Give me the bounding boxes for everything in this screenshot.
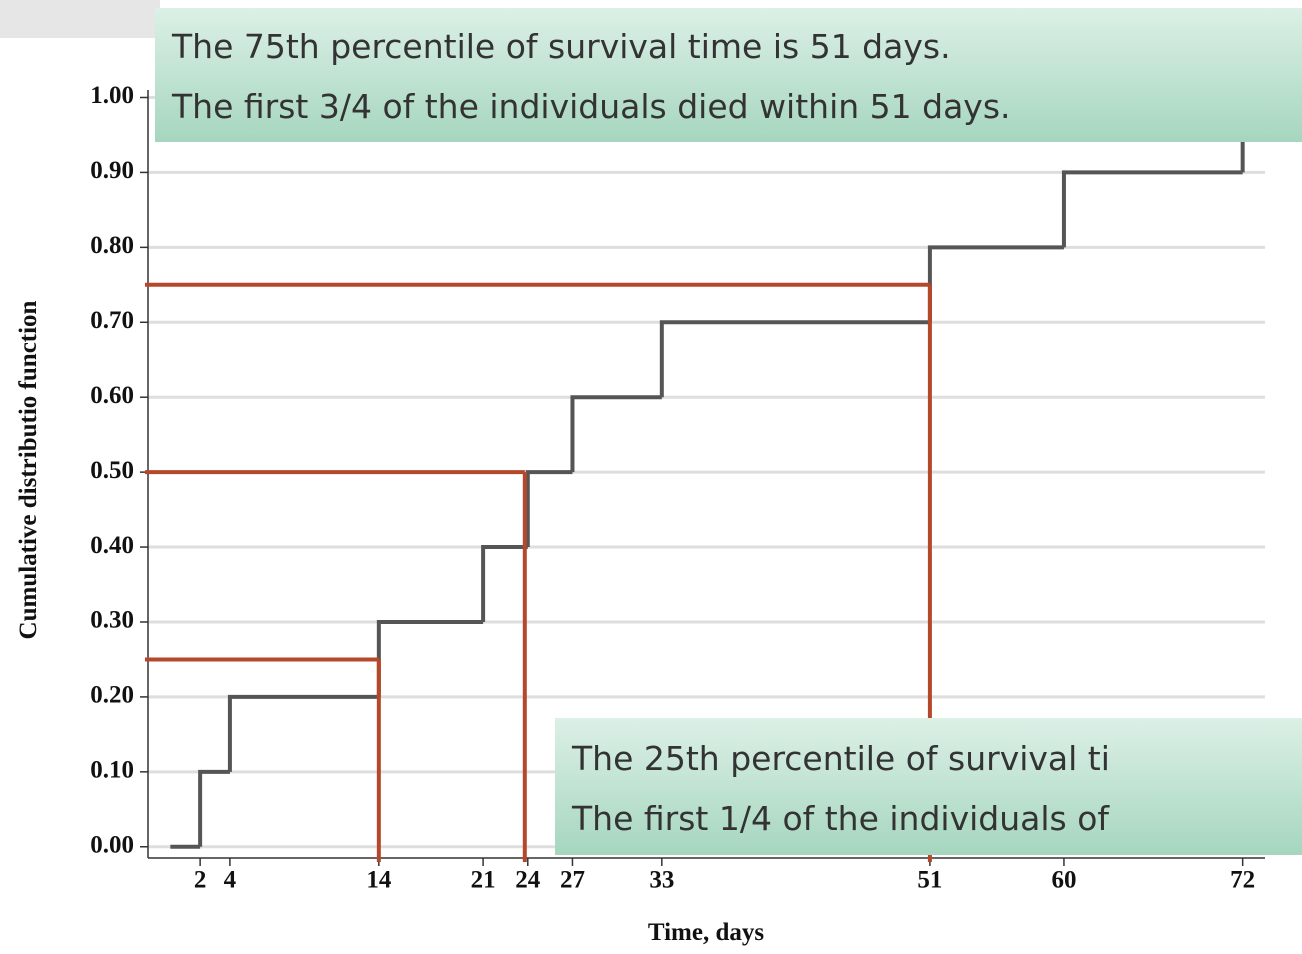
- y-tick-label: 1.00: [90, 82, 134, 109]
- x-tick-label: 51: [917, 867, 942, 894]
- y-tick-label: 0.10: [90, 757, 134, 784]
- x-tick-label: 72: [1230, 867, 1255, 894]
- y-tick-label: 0.00: [90, 831, 134, 858]
- step-segment: [525, 470, 573, 548]
- x-tick-label: 27: [560, 867, 585, 894]
- x-tick-label: 21: [471, 867, 496, 894]
- y-tick-label: 0.30: [90, 607, 134, 634]
- x-tick-label: 2: [194, 867, 207, 894]
- x-axis-title: Time, days: [648, 919, 764, 946]
- y-tick-label: 0.20: [90, 682, 134, 709]
- callout-top: The 75th percentile of survival time is …: [155, 8, 1302, 142]
- step-segment: [227, 694, 379, 772]
- step-segment: [1061, 170, 1243, 248]
- x-tick-label: 4: [224, 867, 237, 894]
- x-tick-label: 60: [1051, 867, 1076, 894]
- x-tick-label: 33: [649, 867, 674, 894]
- y-tick-label: 0.70: [90, 307, 134, 334]
- callout-text: The first 1/4 of the individuals of: [571, 799, 1110, 838]
- callout-text: The first 3/4 of the individuals died wi…: [171, 87, 1011, 126]
- y-tick-label: 0.60: [90, 382, 134, 409]
- step-segment: [570, 395, 662, 473]
- y-tick-label: 0.80: [90, 232, 134, 259]
- callout-box: [155, 8, 1302, 142]
- y-axis-title: Cumulative distributio function: [15, 300, 42, 639]
- callout-text: The 25th percentile of survival ti: [571, 739, 1110, 778]
- step-segment: [659, 320, 930, 398]
- header-band: [0, 0, 160, 38]
- step-segment: [927, 245, 1064, 323]
- y-tick-label: 0.90: [90, 157, 134, 184]
- callout-box: [555, 718, 1302, 855]
- step-segment: [198, 769, 230, 847]
- callout-bottom: The 25th percentile of survival ti The f…: [555, 718, 1302, 855]
- x-tick-label: 14: [366, 867, 392, 894]
- x-tick-label: 24: [515, 867, 541, 894]
- y-tick-label: 0.40: [90, 532, 134, 559]
- step-segment: [376, 619, 484, 697]
- y-tick-label: 0.50: [90, 457, 134, 484]
- callout-text: The 75th percentile of survival time is …: [171, 27, 951, 66]
- step-segment: [481, 545, 528, 622]
